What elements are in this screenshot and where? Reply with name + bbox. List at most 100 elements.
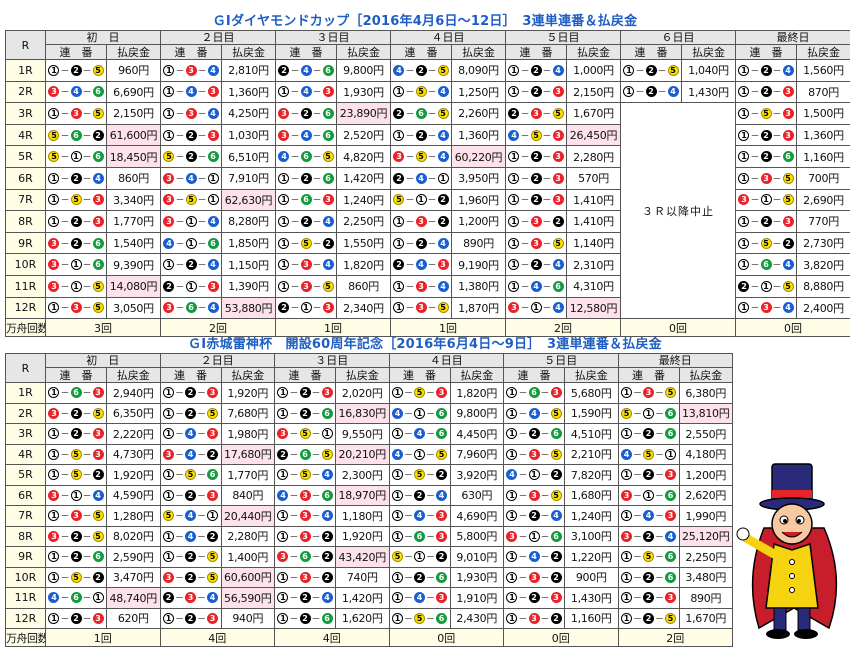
boat-1-ball-icon: 1 bbox=[621, 510, 632, 521]
boat-4-ball-icon: 4 bbox=[322, 510, 333, 521]
boat-2-ball-icon: 2 bbox=[277, 449, 288, 460]
payout-amount: 16,830円 bbox=[336, 403, 390, 424]
payout-amount: 860円 bbox=[337, 275, 391, 297]
boat-2-ball-icon: 2 bbox=[438, 194, 449, 205]
trifecta-combination: 1－4－3 bbox=[389, 588, 450, 609]
boat-3-ball-icon: 3 bbox=[323, 194, 334, 205]
payout-amount: 4,180円 bbox=[679, 444, 733, 465]
boat-1-ball-icon: 1 bbox=[278, 216, 289, 227]
race-number: 6R bbox=[6, 485, 46, 506]
day-header: ６日目 bbox=[621, 31, 736, 45]
trifecta-combination: 1－2－3 bbox=[46, 424, 107, 445]
boat-1-ball-icon: 1 bbox=[163, 130, 174, 141]
mascot-character-illustration bbox=[734, 458, 850, 644]
boat-6-ball-icon: 6 bbox=[93, 151, 104, 162]
boat-2-ball-icon: 2 bbox=[322, 531, 333, 542]
trifecta-combination: 1－3－5 bbox=[506, 232, 567, 254]
trifecta-combination: 1－2－3 bbox=[46, 608, 107, 629]
payout-amount: 1,670円 bbox=[679, 608, 733, 629]
boat-1-ball-icon: 1 bbox=[506, 490, 517, 501]
payout-amount: 1,920円 bbox=[336, 526, 390, 547]
boat-5-ball-icon: 5 bbox=[93, 281, 104, 292]
trifecta-combination: 1－4－3 bbox=[160, 424, 221, 445]
boat-2-ball-icon: 2 bbox=[416, 238, 427, 249]
boat-2-ball-icon: 2 bbox=[508, 108, 519, 119]
boat-1-ball-icon: 1 bbox=[392, 572, 403, 583]
trifecta-combination: 1－2－3 bbox=[161, 124, 222, 146]
boat-3-ball-icon: 3 bbox=[643, 387, 654, 398]
boat-2-ball-icon: 2 bbox=[71, 551, 82, 562]
payout-amount: 62,630円 bbox=[222, 189, 276, 211]
boat-2-ball-icon: 2 bbox=[300, 592, 311, 603]
boat-5-ball-icon: 5 bbox=[414, 469, 425, 480]
boat-5-ball-icon: 5 bbox=[300, 469, 311, 480]
boat-3-ball-icon: 3 bbox=[665, 469, 676, 480]
manshu-count: 0回 bbox=[389, 629, 504, 647]
payout-amount: 2,260円 bbox=[452, 103, 506, 125]
payout-col-header: 払戻金 bbox=[336, 368, 390, 383]
payout-amount: 1,150円 bbox=[222, 254, 276, 276]
boat-3-ball-icon: 3 bbox=[48, 490, 59, 501]
payout-amount: 20,440円 bbox=[221, 506, 275, 527]
boat-3-ball-icon: 3 bbox=[531, 108, 542, 119]
trifecta-combination: 1－2－6 bbox=[618, 567, 679, 588]
boat-2-ball-icon: 2 bbox=[738, 281, 749, 292]
boat-3-ball-icon: 3 bbox=[278, 108, 289, 119]
boat-4-ball-icon: 4 bbox=[301, 130, 312, 141]
payout-amount: 1,820円 bbox=[337, 254, 391, 276]
boat-1-ball-icon: 1 bbox=[277, 613, 288, 624]
trifecta-combination: 1－5－2 bbox=[46, 567, 107, 588]
boat-3-ball-icon: 3 bbox=[185, 592, 196, 603]
boat-5-ball-icon: 5 bbox=[71, 194, 82, 205]
trifecta-combination: 1－2－5 bbox=[618, 608, 679, 629]
boat-2-ball-icon: 2 bbox=[186, 259, 197, 270]
payout-amount: 1,820円 bbox=[450, 383, 504, 404]
boat-1-ball-icon: 1 bbox=[508, 281, 519, 292]
boat-5-ball-icon: 5 bbox=[416, 151, 427, 162]
race-number: 7R bbox=[6, 506, 46, 527]
boat-1-ball-icon: 1 bbox=[301, 302, 312, 313]
boat-4-ball-icon: 4 bbox=[643, 510, 654, 521]
trifecta-combination: 4－5－3 bbox=[506, 124, 567, 146]
day-header: ３日目 bbox=[275, 354, 390, 368]
payout-amount: 18,450円 bbox=[107, 146, 161, 168]
boat-1-ball-icon: 1 bbox=[738, 86, 749, 97]
payout-amount: 1,430円 bbox=[565, 588, 619, 609]
boat-2-ball-icon: 2 bbox=[531, 65, 542, 76]
payout-amount: 2,280円 bbox=[567, 146, 621, 168]
payout-amount: 18,970円 bbox=[336, 485, 390, 506]
payout-amount: 1,930円 bbox=[337, 81, 391, 103]
trifecta-combination: 1－5－3 bbox=[736, 103, 797, 125]
boat-1-ball-icon: 1 bbox=[163, 86, 174, 97]
r-header: R bbox=[6, 354, 46, 383]
trifecta-combination: 2－4－1 bbox=[391, 167, 452, 189]
boat-4-ball-icon: 4 bbox=[48, 592, 59, 603]
payout-amount: 9,800円 bbox=[337, 60, 391, 82]
boat-1-ball-icon: 1 bbox=[621, 387, 632, 398]
boat-1-ball-icon: 1 bbox=[207, 510, 218, 521]
payout-amount: 1,560円 bbox=[797, 60, 850, 82]
trifecta-combination: 2－6－5 bbox=[391, 103, 452, 125]
boat-1-ball-icon: 1 bbox=[414, 449, 425, 460]
boat-1-ball-icon: 1 bbox=[621, 613, 632, 624]
trifecta-combination: 1－4－3 bbox=[161, 81, 222, 103]
boat-3-ball-icon: 3 bbox=[163, 216, 174, 227]
race-number: 5R bbox=[6, 146, 46, 168]
boat-6-ball-icon: 6 bbox=[436, 613, 447, 624]
boat-1-ball-icon: 1 bbox=[738, 216, 749, 227]
boat-5-ball-icon: 5 bbox=[93, 408, 104, 419]
trifecta-combination: 1－4－2 bbox=[504, 547, 565, 568]
trifecta-combination: 1－5－2 bbox=[389, 465, 450, 486]
payout-amount: 1,400円 bbox=[221, 547, 275, 568]
boat-2-ball-icon: 2 bbox=[761, 130, 772, 141]
trifecta-combination: 1－2－4 bbox=[161, 254, 222, 276]
boat-2-ball-icon: 2 bbox=[414, 490, 425, 501]
payout-amount: 13,810円 bbox=[679, 403, 733, 424]
trifecta-combination: 4－1－6 bbox=[389, 403, 450, 424]
payout-amount: 9,550円 bbox=[336, 424, 390, 445]
boat-3-ball-icon: 3 bbox=[71, 302, 82, 313]
boat-2-ball-icon: 2 bbox=[643, 531, 654, 542]
trifecta-combination: 1－3－2 bbox=[275, 526, 336, 547]
